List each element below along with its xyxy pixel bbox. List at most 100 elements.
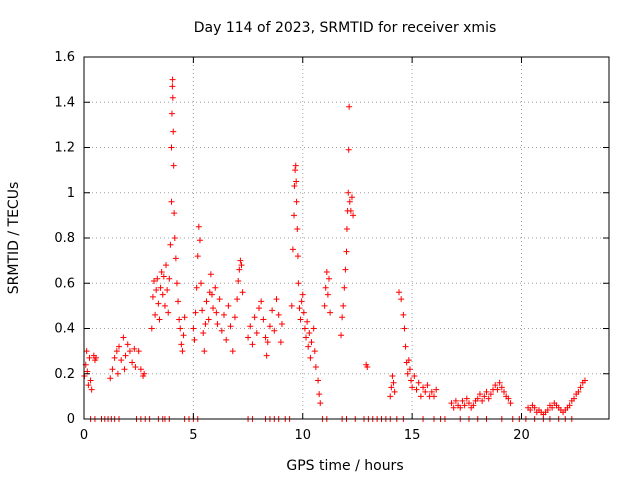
data-point <box>321 302 328 309</box>
data-point <box>390 379 397 386</box>
data-point <box>507 400 514 407</box>
y-tick-label: 0.2 <box>54 367 75 382</box>
data-point <box>263 352 270 359</box>
y-tick-label: 1.6 <box>54 50 75 65</box>
data-point <box>291 212 297 219</box>
data-point <box>288 302 295 309</box>
data-point <box>300 309 307 316</box>
data-point <box>83 348 90 355</box>
data-point <box>494 386 501 393</box>
data-point <box>498 384 505 391</box>
data-point <box>122 352 129 359</box>
data-point <box>181 314 188 321</box>
data-point <box>118 357 125 364</box>
data-point <box>307 354 314 361</box>
data-point <box>308 339 315 346</box>
data-point <box>364 363 371 370</box>
x-tick-label: 5 <box>189 428 197 443</box>
data-point <box>408 377 415 384</box>
y-tick-label: 0.4 <box>54 322 75 337</box>
data-point <box>160 273 167 280</box>
data-point <box>207 271 214 278</box>
data-point <box>496 379 503 386</box>
data-point <box>304 318 311 325</box>
data-point <box>343 248 350 255</box>
data-point <box>129 359 136 366</box>
data-point <box>479 397 486 404</box>
data-point <box>292 162 299 169</box>
data-point <box>212 284 219 291</box>
data-point <box>295 280 302 287</box>
data-point <box>165 309 172 316</box>
y-tick-label: 0.8 <box>54 231 75 246</box>
data-point <box>169 76 176 83</box>
data-point <box>294 225 301 232</box>
data-point <box>153 287 160 294</box>
data-point <box>428 388 435 395</box>
data-point <box>231 314 238 321</box>
data-point <box>348 194 355 201</box>
data-point <box>492 382 499 389</box>
data-point <box>169 83 176 90</box>
data-point <box>459 397 466 404</box>
data-point <box>262 334 269 341</box>
data-point <box>218 327 225 334</box>
data-point <box>171 210 178 217</box>
data-point <box>420 384 427 391</box>
data-point <box>193 284 200 291</box>
data-point <box>196 237 203 244</box>
data-point <box>400 311 407 318</box>
data-point <box>297 316 304 323</box>
data-point <box>415 379 422 386</box>
data-point <box>190 325 197 332</box>
data-point <box>396 289 402 296</box>
data-point <box>346 103 353 110</box>
data-point <box>179 348 186 355</box>
data-point <box>173 280 180 287</box>
data-point <box>159 291 166 298</box>
data-point <box>87 377 94 384</box>
data-point <box>253 330 260 337</box>
data-point <box>245 334 252 341</box>
data-point <box>191 336 198 343</box>
data-point <box>306 330 313 337</box>
data-point <box>433 386 440 393</box>
data-point <box>154 275 161 282</box>
data-point <box>247 323 254 330</box>
data-point <box>158 268 165 275</box>
data-point <box>178 341 185 348</box>
data-point <box>391 388 398 395</box>
data-point <box>448 400 455 407</box>
data-point <box>293 178 300 185</box>
data-point <box>452 397 459 404</box>
data-point <box>225 302 232 309</box>
data-point <box>298 298 305 305</box>
data-point <box>85 382 92 389</box>
data-point <box>109 366 116 373</box>
data-point <box>172 255 179 262</box>
data-point <box>413 386 420 393</box>
data-point <box>417 393 424 400</box>
data-point <box>141 370 148 377</box>
data-point <box>169 94 176 101</box>
data-point <box>168 198 175 205</box>
data-point <box>113 348 120 355</box>
data-point <box>345 189 352 196</box>
data-point <box>316 391 323 398</box>
x-tick-label: 20 <box>513 428 530 443</box>
data-point <box>114 370 121 377</box>
data-point <box>170 162 177 169</box>
data-point <box>175 298 182 305</box>
data-point <box>485 395 492 402</box>
data-point <box>235 277 242 284</box>
data-point <box>256 305 262 312</box>
data-point <box>401 325 408 332</box>
data-point <box>168 110 175 117</box>
data-point <box>340 302 347 309</box>
data-point <box>202 320 209 327</box>
data-point <box>324 291 331 298</box>
x-tick-label: 15 <box>404 428 421 443</box>
data-point <box>195 223 202 230</box>
data-point <box>406 366 413 373</box>
